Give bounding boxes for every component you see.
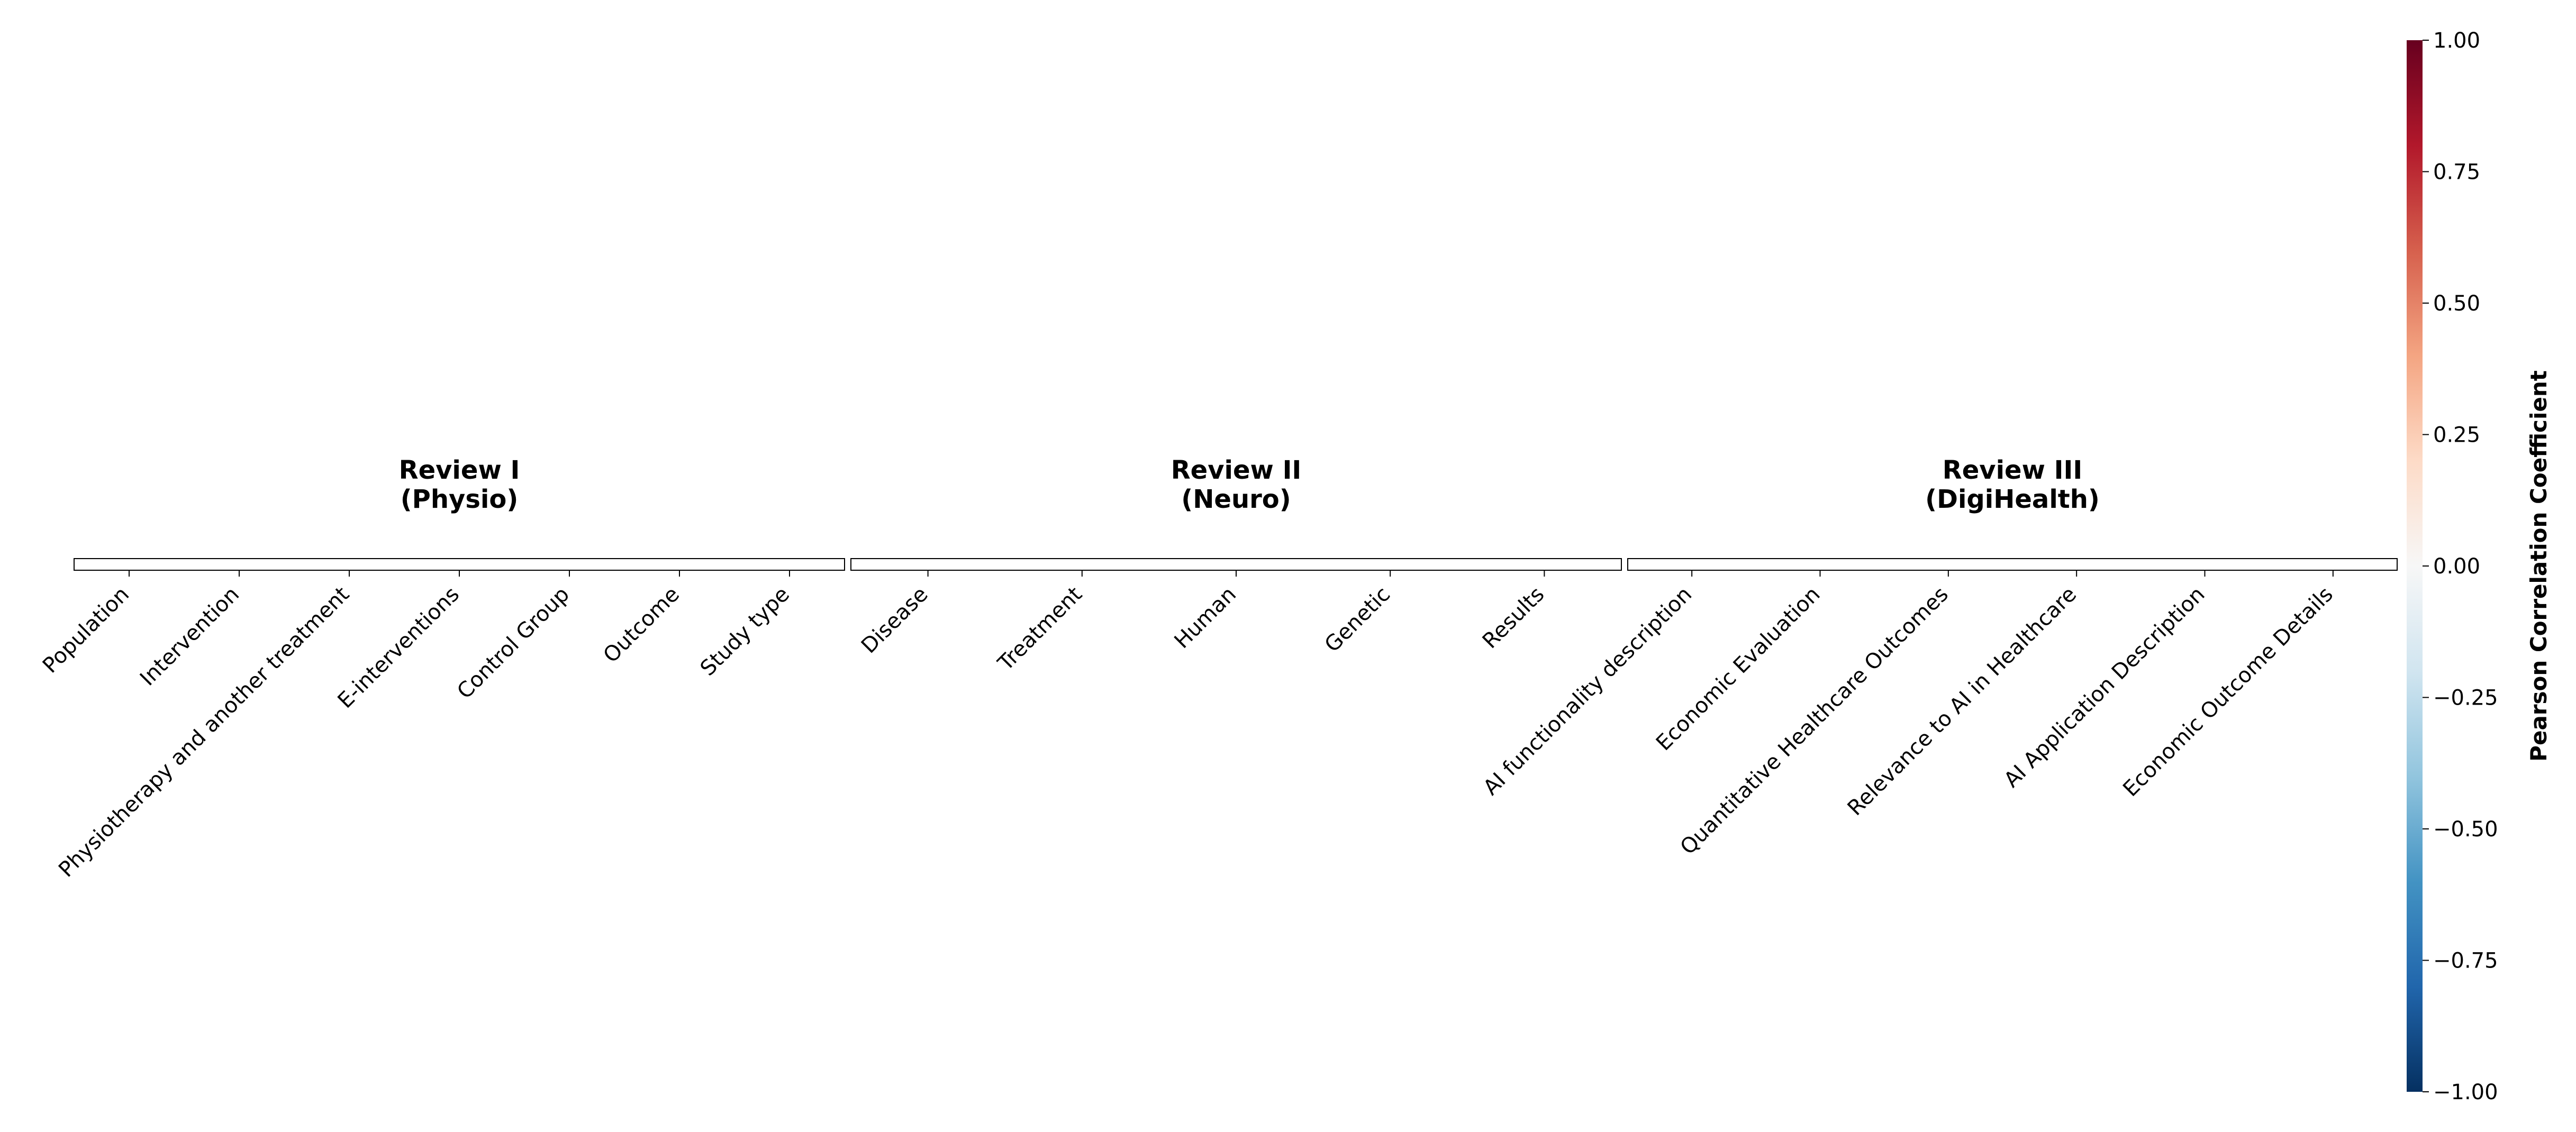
panels-layer: Review I(Physio)Population InterventionPh… — [38, 455, 2398, 882]
heatmap-strip — [74, 558, 845, 571]
colorbar-tick-label: 0.25 — [2433, 423, 2480, 448]
heatmap-strip — [850, 558, 1622, 571]
x-tick-label-human: Human — [1170, 582, 1241, 654]
x-tick-label-treatment: Treatment — [993, 582, 1087, 676]
colorbar-label: Pearson Correlation Coefficient — [2526, 370, 2552, 762]
x-tick-label-ai-application-description: AI Application Description — [1999, 582, 2209, 792]
panel-title-line1: Review III — [1943, 455, 2082, 485]
x-tick-label-outcome: Outcome — [598, 582, 684, 668]
heatmap-strip — [1627, 558, 2398, 571]
panel-title-line2: (Physio) — [401, 485, 519, 514]
panel-title-line1: Review I — [399, 455, 520, 485]
x-tick-label-study-type: Study type — [696, 582, 794, 681]
colorbar-tick-label: 1.00 — [2433, 29, 2480, 53]
panel-1: Review I(Physio)Population InterventionPh… — [38, 455, 845, 882]
panel-title-line2: (Neuro) — [1181, 485, 1291, 514]
colorbar-tick-label: 0.50 — [2433, 291, 2480, 316]
colorbar-gradient — [2407, 40, 2423, 1092]
colorbar-tick-label: 0.75 — [2433, 160, 2480, 185]
colorbar: 1.00 0.75 0.50 0.25 0.00 −0.25 −0.50 −0.75 −1.00… — [2407, 29, 2552, 1104]
x-tick-label-genetic: Genetic — [1320, 582, 1395, 658]
colorbar-tick-label: 0.00 — [2433, 554, 2480, 579]
x-tick-label-population: Population — [38, 582, 134, 678]
x-tick-label-economic-outcome-details: Economic Outcome Details — [2118, 582, 2338, 802]
x-tick-label-results: Results — [1478, 582, 1549, 654]
panel-3: Review III(DigiHealth)AI functionality d… — [1479, 455, 2398, 860]
panel-title-line2: (DigiHealth) — [1925, 485, 2100, 514]
colorbar-tick-label: −0.75 — [2433, 949, 2498, 973]
colorbar-tick-label: −1.00 — [2433, 1080, 2498, 1104]
x-tick-label-e-interventions: E-interventions — [333, 582, 464, 713]
x-tick-label-intervention: Intervention — [135, 582, 244, 691]
colorbar-tick-label: −0.25 — [2433, 686, 2498, 710]
colorbar-tick-label: −0.50 — [2433, 817, 2498, 842]
x-tick-label-control-group: Control Group — [452, 582, 574, 704]
x-tick-label-quantitative-healthcare-outcomes: Quantitative Healthcare Outcomes — [1675, 582, 1953, 860]
panel-2: Review II(Neuro) Disease Treatment Human Gen… — [850, 455, 1622, 676]
x-tick-label-disease: Disease — [857, 582, 933, 659]
panel-title-line1: Review II — [1171, 455, 1302, 485]
x-tick-label-relevance-to-ai-in-healthcare: Relevance to AI in Healthcare — [1843, 582, 2082, 821]
